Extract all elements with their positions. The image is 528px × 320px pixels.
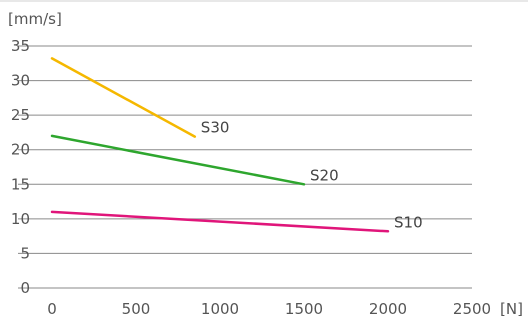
- series-label-s20: S20: [310, 166, 339, 184]
- series-line-s30: [50, 57, 197, 138]
- y-tick-label: 20: [11, 141, 30, 159]
- x-tick-label: 2500: [453, 300, 491, 318]
- x-axis-unit-label: [N]: [500, 300, 523, 318]
- y-tick-label: 0: [20, 279, 30, 297]
- x-tick-label: 500: [122, 300, 151, 318]
- y-tick-label: 5: [20, 244, 30, 262]
- y-tick-label: 35: [11, 37, 30, 55]
- x-tick-label: 0: [47, 300, 57, 318]
- x-tick-labels: 0 500 1000 1500 2000 2500: [47, 300, 491, 318]
- y-tick-labels: 0 5 10 15 20 25 30 35: [11, 37, 30, 297]
- y-tick-label: 10: [11, 210, 30, 228]
- x-tick-label: 2000: [369, 300, 407, 318]
- series-label-s30: S30: [201, 119, 230, 137]
- x-tick-label: 1000: [201, 300, 239, 318]
- x-tick-label: 1500: [285, 300, 323, 318]
- y-tick-label: 25: [11, 106, 30, 124]
- series-label-s10: S10: [394, 213, 423, 231]
- y-axis-unit-label: [mm/s]: [8, 10, 62, 28]
- y-tick-label: 30: [11, 72, 30, 90]
- series-line-s10: [50, 210, 390, 233]
- y-tick-label: 15: [11, 175, 30, 193]
- series-line-s20: [50, 134, 306, 186]
- y-gridlines: [18, 45, 472, 289]
- series-lines: [50, 57, 390, 233]
- series-labels: S30 S20 S10: [201, 119, 423, 232]
